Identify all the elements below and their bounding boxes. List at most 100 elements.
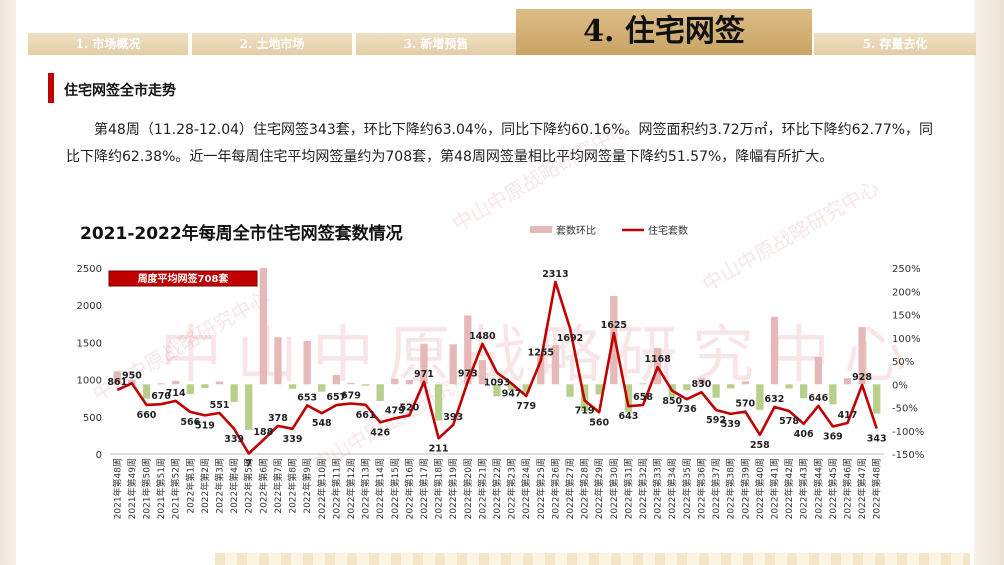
x-tick-label: 2021年第51周 — [155, 458, 167, 519]
change-bar — [522, 384, 530, 393]
data-label: 850 — [662, 396, 682, 407]
y-right-tick-label: 50% — [892, 357, 914, 368]
data-label: 7 — [245, 458, 252, 469]
x-tick-label: 2022年第43周 — [798, 458, 810, 519]
section-marker — [48, 73, 54, 103]
change-bar — [727, 384, 735, 389]
data-label: 950 — [122, 370, 142, 381]
y-left-tick-label: 1000 — [77, 376, 102, 387]
tab-residential-contracts[interactable]: 4. 住宅网签 — [516, 9, 812, 55]
data-label: 592 — [706, 415, 726, 426]
change-bar — [376, 384, 384, 401]
x-tick-label: 2021年第48周 — [111, 458, 123, 519]
x-tick-label: 2022年第28周 — [579, 458, 591, 519]
data-label: 1625 — [601, 320, 627, 331]
legend-bar-swatch — [530, 226, 552, 233]
change-bar — [434, 384, 443, 421]
y-right-tick-label: -50% — [892, 404, 918, 415]
y-left-tick-label: 1500 — [77, 338, 102, 349]
data-label: 714 — [166, 388, 186, 399]
data-label: 657 — [326, 392, 346, 403]
y-right-tick-label: -100% — [892, 427, 924, 438]
change-bar — [712, 384, 720, 398]
data-label: 560 — [589, 417, 609, 428]
change-bar — [770, 316, 779, 385]
x-tick-label: 2022年第31周 — [622, 458, 634, 519]
x-tick-label: 2022年第22周 — [491, 458, 503, 519]
data-label: 830 — [692, 379, 712, 390]
data-label: 1255 — [528, 348, 554, 359]
change-bar — [873, 384, 881, 414]
y-right-tick-label: -150% — [892, 450, 924, 461]
legend-bar-label: 套数环比 — [556, 224, 596, 237]
right-frame-decoration — [974, 0, 1004, 565]
x-tick-label: 2022年第8周 — [287, 458, 299, 514]
data-label: 539 — [721, 419, 741, 430]
change-bar — [551, 345, 560, 385]
change-bar — [186, 384, 194, 395]
change-bar — [201, 384, 209, 388]
data-label: 570 — [735, 399, 755, 410]
x-tick-label: 2022年第44周 — [812, 458, 824, 519]
change-bar — [274, 337, 282, 385]
data-label: 670 — [151, 391, 171, 402]
legend-line-label: 住宅套数 — [648, 224, 688, 237]
change-bar — [785, 384, 793, 389]
y-right-tick-label: 0% — [892, 380, 908, 391]
summary-paragraph: 第48周（11.28-12.04）住宅网签343套，环比下降约63.04%，同比… — [66, 122, 934, 165]
change-bar — [697, 378, 706, 385]
x-tick-label: 2022年第10周 — [316, 458, 328, 519]
data-label: 661 — [356, 410, 376, 421]
x-tick-label: 2022年第40周 — [754, 458, 766, 519]
x-tick-label: 2022年第41周 — [768, 458, 780, 519]
data-label: 2313 — [542, 269, 568, 280]
change-bar — [332, 374, 341, 385]
x-tick-label: 2022年第1周 — [184, 458, 196, 514]
data-label: 928 — [852, 372, 872, 383]
y-right-tick-label: 200% — [892, 287, 921, 298]
x-tick-label: 2022年第35周 — [681, 458, 693, 519]
x-tick-label: 2022年第14周 — [374, 458, 386, 519]
change-bar — [639, 383, 647, 385]
y-right-tick-label: 150% — [892, 311, 921, 322]
data-label: 393 — [443, 412, 463, 423]
x-tick-label: 2022年第16周 — [403, 458, 415, 519]
change-bar — [215, 381, 224, 385]
data-label: 1692 — [557, 333, 583, 344]
change-bar — [361, 384, 370, 386]
x-tick-label: 2022年第37周 — [710, 458, 722, 519]
change-bar — [566, 384, 574, 397]
change-bar — [172, 380, 180, 385]
y-left-tick-label: 2000 — [77, 301, 102, 312]
change-bar — [741, 381, 749, 385]
tab-new-presale[interactable]: 3. 新增预售 — [356, 33, 516, 55]
y-right-tick-label: 250% — [892, 264, 921, 275]
x-tick-label: 2022年第25周 — [535, 458, 547, 519]
change-bar — [464, 315, 472, 385]
x-tick-label: 2022年第13周 — [360, 458, 372, 519]
x-tick-label: 2022年第20周 — [462, 458, 474, 519]
data-label: 211 — [429, 443, 449, 454]
bottom-decoration — [215, 553, 970, 565]
x-tick-label: 2022年第26周 — [549, 458, 561, 519]
data-label: 378 — [268, 413, 288, 424]
x-tick-label: 2022年第11周 — [330, 458, 342, 519]
x-tick-label: 2022年第47周 — [856, 458, 868, 519]
x-tick-label: 2022年第29周 — [593, 458, 605, 519]
x-tick-label: 2022年第32周 — [637, 458, 649, 519]
change-bar — [157, 383, 165, 385]
change-bar — [683, 384, 691, 391]
section-nav: 1. 市场概况 2. 土地市场 3. 新增预售 5. 存量去化 — [28, 33, 976, 55]
data-label: 343 — [867, 433, 887, 444]
data-label: 258 — [750, 440, 770, 451]
change-bar — [493, 384, 501, 397]
y-left-tick-label: 500 — [83, 413, 102, 424]
tab-land-market[interactable]: 2. 土地市场 — [192, 33, 352, 55]
data-label: 339 — [283, 434, 303, 445]
tab-inventory[interactable]: 5. 存量去化 — [814, 33, 976, 55]
change-bar — [843, 378, 852, 385]
x-tick-label: 2022年第34周 — [666, 458, 678, 519]
data-label: 643 — [619, 411, 639, 422]
tab-market-overview[interactable]: 1. 市场概况 — [28, 33, 188, 55]
